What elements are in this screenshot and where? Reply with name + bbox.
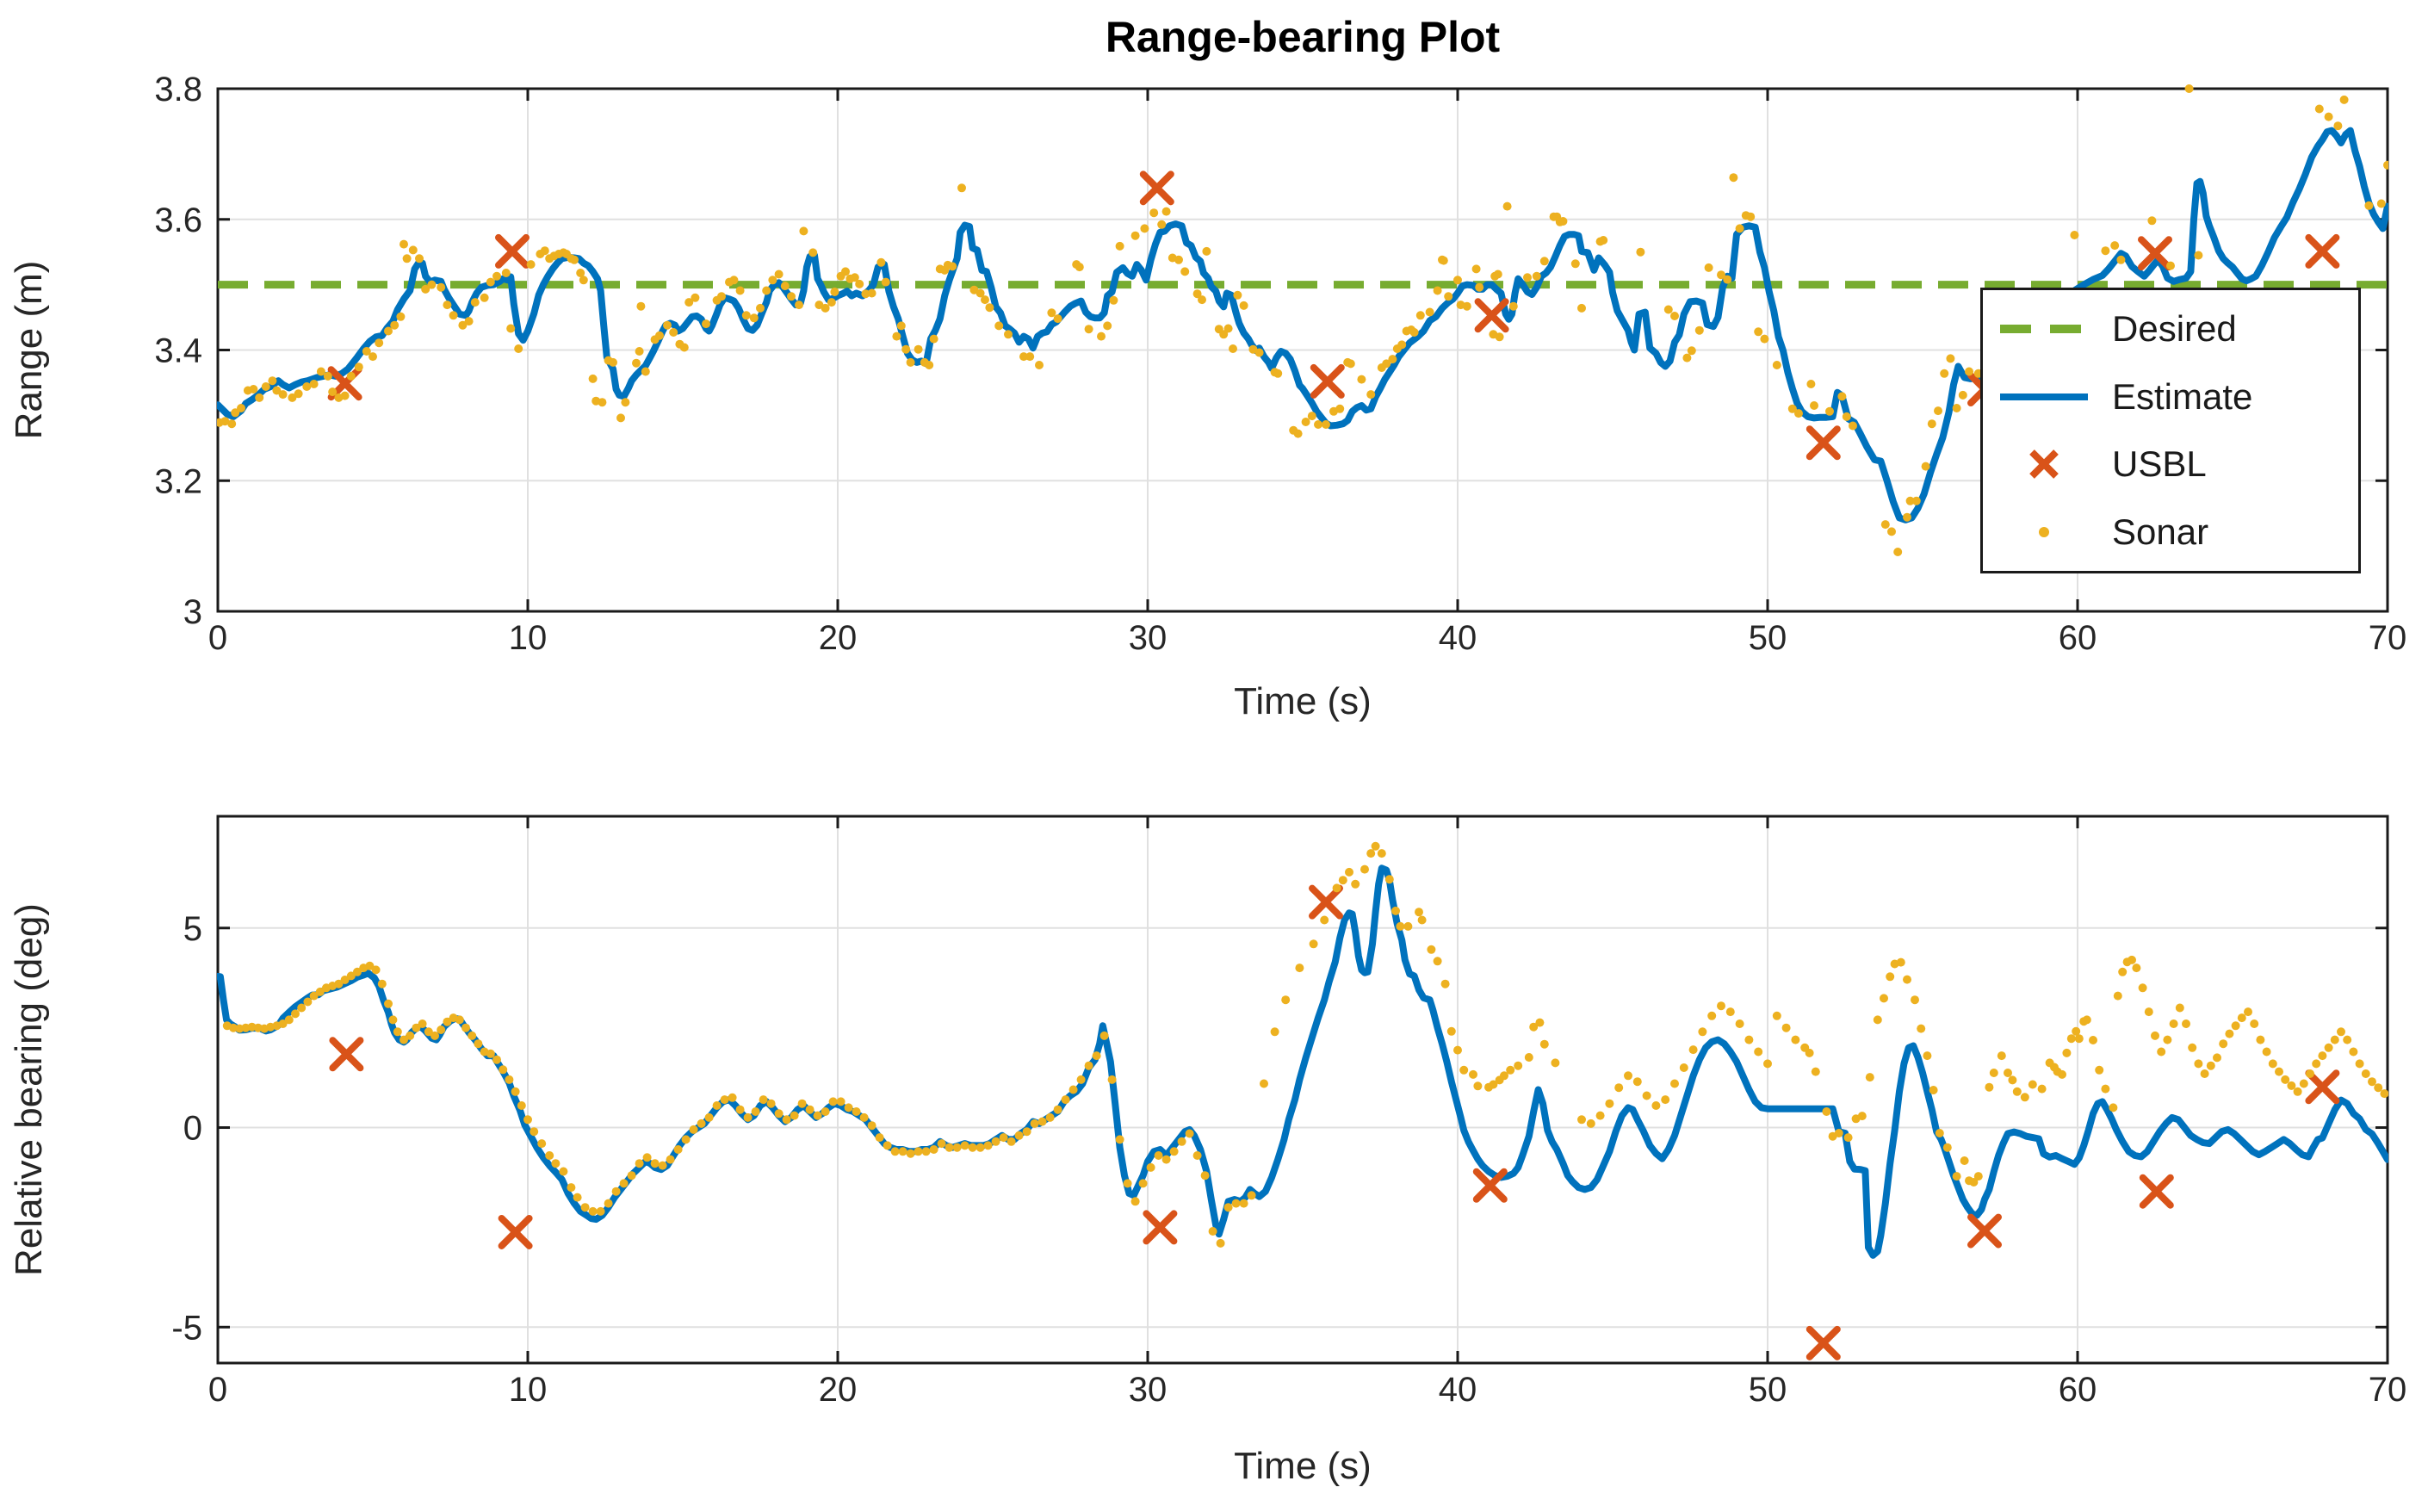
usbl-markers	[327, 170, 2340, 461]
plot-border	[216, 815, 2389, 1365]
y-tick-label: 3	[183, 593, 202, 631]
series-layer	[217, 841, 2388, 1360]
legend-item-desired: Desired	[1997, 303, 2344, 355]
x-tick-label: 30	[1129, 1371, 1168, 1409]
estimate-line	[217, 864, 2388, 1259]
legend: Desired Estimate USBL Sonar	[1980, 288, 2361, 573]
x-tick-label: 40	[1439, 619, 1477, 657]
y-tick-label: 3.2	[154, 462, 202, 500]
x-tick-label: 20	[819, 1371, 858, 1409]
x-tick-label: 10	[509, 619, 548, 657]
grid-lines	[217, 816, 2388, 1363]
estimate-line-sample	[2000, 393, 2088, 400]
y-axis-label: Relative bearing (deg)	[8, 903, 50, 1276]
legend-item-usbl: USBL	[1997, 438, 2344, 490]
x-axis-label: Time (s)	[1234, 1445, 1372, 1487]
x-tick-label: 70	[2369, 1371, 2407, 1409]
legend-label-desired: Desired	[2112, 308, 2237, 350]
legend-item-sonar: Sonar	[1997, 506, 2344, 558]
y-tick-label: 0	[183, 1110, 202, 1148]
y-tick-label: 3.6	[154, 201, 202, 239]
y-tick-label: 3.8	[154, 71, 202, 108]
legend-item-estimate: Estimate	[1997, 371, 2344, 423]
x-axis-label: Time (s)	[1234, 680, 1372, 722]
series-layer	[217, 84, 2388, 556]
usbl-markers	[329, 884, 2340, 1360]
axis-tick-marks	[216, 816, 2389, 1363]
x-tick-label: 0	[208, 619, 227, 657]
x-tick-label: 30	[1129, 619, 1168, 657]
x-tick-label: 60	[2059, 619, 2097, 657]
x-tick-label: 10	[509, 1371, 548, 1409]
x-tick-label: 50	[1749, 1371, 1787, 1409]
y-tick-label: -5	[171, 1309, 202, 1347]
figure-title: Range-bearing Plot	[1105, 13, 1501, 61]
y-tick-labels: -5 0 5	[171, 910, 202, 1348]
x-tick-label: 0	[208, 1371, 227, 1409]
y-axis-label: Range (m)	[8, 261, 50, 440]
sonar-dot-sample	[2039, 526, 2049, 537]
x-tick-label: 40	[1439, 1371, 1477, 1409]
x-tick-label: 20	[819, 619, 858, 657]
desired-dashed-line-sample	[2000, 325, 2088, 334]
legend-label-estimate: Estimate	[2112, 375, 2253, 417]
x-tick-label: 60	[2059, 1371, 2097, 1409]
y-tick-label: 3.4	[154, 332, 202, 370]
x-tick-label: 50	[1749, 619, 1787, 657]
legend-label-usbl: USBL	[2112, 443, 2207, 485]
y-tick-label: 5	[183, 910, 202, 948]
sonar-points	[217, 84, 2388, 556]
estimate-line	[217, 127, 2388, 524]
x-tick-labels: 0 10 20 30 40 50 60 70	[208, 1371, 2406, 1409]
x-tick-labels: 0 10 20 30 40 50 60 70	[208, 619, 2406, 657]
y-tick-labels: 3 3.2 3.4 3.6 3.8	[154, 71, 202, 631]
x-tick-label: 70	[2369, 619, 2407, 657]
legend-label-sonar: Sonar	[2112, 511, 2209, 552]
sonar-points	[222, 841, 2388, 1248]
usbl-x-marker-sample	[2029, 449, 2059, 480]
